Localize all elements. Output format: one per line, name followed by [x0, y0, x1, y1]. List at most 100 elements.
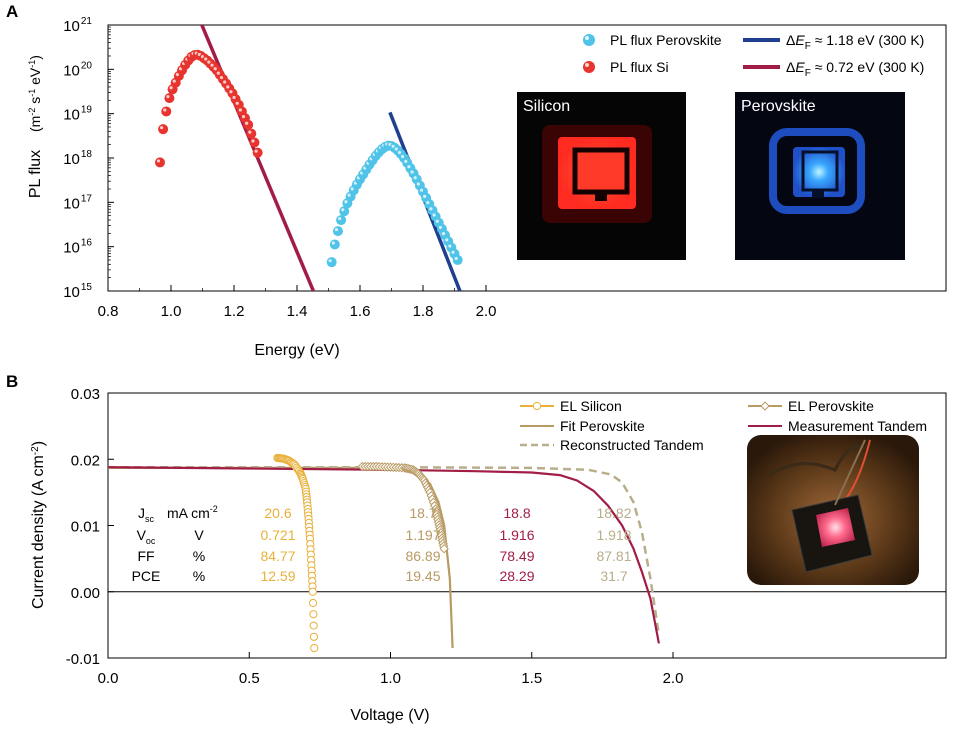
- y-tick-label-a: 1016: [63, 238, 92, 257]
- table-value: 87.81: [596, 548, 631, 564]
- inset-silicon-image: Silicon: [517, 92, 686, 260]
- y-axis-units-a: (m-2 s-1 eV-1): [27, 55, 43, 132]
- x-axis-a: 0.8 1.0 1.2 1.4 1.6 1.8 2.0: [98, 285, 497, 320]
- inset-device-photo: [747, 435, 919, 585]
- table-value: 1.916: [499, 527, 534, 543]
- table-param: Jsc: [138, 505, 155, 524]
- table-value: 28.29: [499, 568, 534, 584]
- table-value: 78.49: [499, 548, 534, 564]
- y-tick-label-a: 1020: [63, 60, 92, 79]
- legend-perovskite-marker: PL flux Perovskite: [583, 32, 722, 48]
- table-param: PCE: [132, 568, 161, 584]
- y-tick-label-b: 0.03: [71, 386, 100, 403]
- table-param: Voc: [137, 527, 156, 546]
- panel-b-letter: B: [6, 372, 19, 391]
- svg-text:PL flux Si: PL flux Si: [610, 59, 669, 75]
- y-tick-label-a: 1015: [63, 282, 92, 301]
- data-point-perovskite: [332, 226, 343, 237]
- x-tick-label-a: 1.4: [287, 303, 308, 320]
- table-value: 1.197: [405, 527, 440, 543]
- svg-text:Reconstructed Tandem: Reconstructed Tandem: [560, 437, 704, 453]
- data-point-si: [164, 93, 175, 104]
- panel-b-chart: -0.01 0.00 0.01 0.02 0.03 0.0 0.5 1.0 1.5 2.0 Vo…: [30, 386, 947, 724]
- data-point-si: [252, 147, 263, 158]
- inset-silicon-label: Silicon: [523, 98, 570, 115]
- table-value: 31.7: [600, 568, 627, 584]
- fit-line-si: [199, 25, 316, 291]
- data-point-si: [249, 137, 260, 148]
- table-param: FF: [137, 548, 154, 564]
- legend-measurement-tandem: Measurement Tandem: [748, 418, 927, 434]
- data-point-perovskite: [452, 254, 463, 265]
- svg-text:PL flux Perovskite: PL flux Perovskite: [610, 32, 722, 48]
- data-points-a: [154, 49, 463, 268]
- marker-el-perovskite: [439, 543, 449, 554]
- legend-a: PL flux Perovskite PL flux Si ΔEF ≈ 1.18…: [583, 32, 924, 79]
- marker-el-silicon: [309, 632, 319, 641]
- table-value: 18.7: [409, 505, 436, 521]
- marker-el-silicon: [309, 621, 318, 630]
- svg-text:EL Silicon: EL Silicon: [560, 398, 622, 414]
- x-tick-label-a: 1.0: [161, 303, 182, 320]
- y-tick-label-b: -0.01: [66, 651, 100, 668]
- panel-a-letter: A: [6, 2, 19, 21]
- x-tick-label-a: 1.2: [224, 303, 245, 320]
- x-tick-label-a: 1.8: [413, 303, 434, 320]
- legend-el-perovskite: EL Perovskite: [748, 398, 874, 414]
- inset-perovskite-label: Perovskite: [741, 98, 816, 115]
- y-tick-label-b: 0.00: [71, 585, 100, 602]
- y-tick-label-a: 1017: [63, 193, 92, 212]
- table-value: 1.918: [596, 527, 631, 543]
- data-point-si: [154, 157, 165, 168]
- y-tick-label-a: 1021: [63, 16, 92, 35]
- x-axis-b: 0.0 0.5 1.0 1.5 2.0: [98, 652, 683, 687]
- marker-el-silicon: [310, 643, 319, 653]
- svg-text:EL Perovskite: EL Perovskite: [788, 398, 874, 414]
- y-axis-a: 1015 1016 1017 1018 1019 1020 1021: [63, 16, 114, 301]
- x-tick-label-b: 1.0: [380, 670, 401, 687]
- data-point-perovskite: [336, 215, 347, 226]
- svg-text:ΔEF ≈ 1.18 eV (300 K): ΔEF ≈ 1.18 eV (300 K): [786, 32, 924, 52]
- legend-fit-perovskite: ΔEF ≈ 1.18 eV (300 K): [743, 32, 924, 52]
- table-unit: mA cm-2: [167, 504, 218, 521]
- curve-measurement-tandem: [108, 466, 660, 644]
- data-point-perovskite: [326, 257, 337, 268]
- x-axis-label-a: Energy (eV): [254, 342, 339, 359]
- data-point-si: [246, 128, 257, 139]
- data-point-si: [161, 106, 172, 117]
- table-value: 0.721: [260, 527, 295, 543]
- y-axis-label-b: Current density (A cm-2): [30, 441, 48, 609]
- y-tick-label-b: 0.01: [71, 519, 100, 536]
- table-value: 18.8: [503, 505, 530, 521]
- data-point-perovskite: [329, 239, 340, 250]
- svg-text:ΔEF ≈ 0.72 eV (300 K): ΔEF ≈ 0.72 eV (300 K): [786, 59, 924, 79]
- y-tick-label-b: 0.02: [71, 452, 100, 469]
- legend-fit-si: ΔEF ≈ 0.72 eV (300 K): [743, 59, 924, 79]
- svg-text:Fit Perovskite: Fit Perovskite: [560, 418, 645, 434]
- x-tick-label-b: 1.5: [521, 670, 542, 687]
- x-tick-label-b: 0.5: [239, 670, 260, 687]
- table-unit: %: [193, 568, 205, 584]
- marker-el-silicon: [308, 598, 318, 608]
- legend-reconstructed-tandem: Reconstructed Tandem: [520, 437, 704, 453]
- data-point-si: [243, 119, 254, 130]
- y-tick-label-a: 1019: [63, 105, 92, 124]
- curve-reconstructed-tandem: [108, 465, 661, 635]
- table-unit: %: [193, 548, 205, 564]
- panel-a-chart: 1015 1016 1017 1018 1019 1020 1021 0.8 1.0 1.2 1.…: [27, 16, 947, 359]
- data-point-perovskite: [339, 206, 350, 217]
- y-axis-title-a: PL flux: [27, 150, 44, 198]
- x-tick-label-a: 0.8: [98, 303, 119, 320]
- fit-lines-a: [199, 25, 462, 291]
- svg-text:Measurement Tandem: Measurement Tandem: [788, 418, 927, 434]
- y-axis-b: -0.01 0.00 0.01 0.02 0.03: [66, 386, 114, 668]
- table-unit: V: [194, 527, 204, 543]
- table-value: 12.59: [260, 568, 295, 584]
- performance-table: Jsc mA cm-2 20.6 18.7 18.8 18.82 Voc V 0.721 1.19…: [132, 504, 632, 584]
- x-axis-label-b: Voltage (V): [350, 707, 429, 724]
- x-tick-label-a: 2.0: [476, 303, 497, 320]
- data-point-si: [158, 124, 169, 135]
- table-value: 19.45: [405, 568, 440, 584]
- marker-el-silicon: [308, 587, 317, 596]
- y-axis-label-a: PL flux (m-2 s-1 eV-1): [27, 55, 44, 198]
